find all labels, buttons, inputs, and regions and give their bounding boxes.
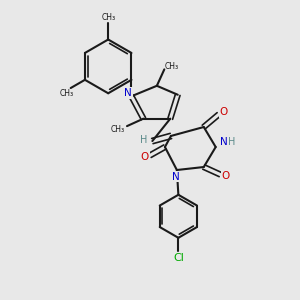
Text: O: O [140,152,149,162]
Text: N: N [220,136,228,147]
Text: O: O [221,171,230,181]
Text: Cl: Cl [173,253,184,263]
Text: N: N [124,88,132,98]
Text: N: N [172,172,180,182]
Text: H: H [228,136,235,147]
Text: CH₃: CH₃ [111,124,125,134]
Text: O: O [220,107,228,117]
Text: CH₃: CH₃ [101,13,115,22]
Text: CH₃: CH₃ [59,89,73,98]
Text: H: H [140,134,148,145]
Text: CH₃: CH₃ [165,62,179,71]
